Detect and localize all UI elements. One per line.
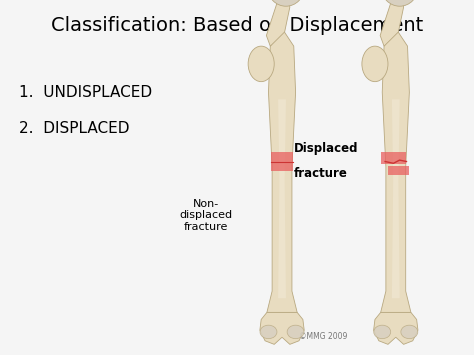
Ellipse shape [260, 325, 277, 339]
Text: Displaced: Displaced [294, 142, 358, 155]
Polygon shape [392, 99, 400, 298]
Text: 2.  DISPLACED: 2. DISPLACED [19, 121, 129, 136]
Polygon shape [260, 312, 304, 344]
Polygon shape [374, 312, 418, 344]
Polygon shape [267, 28, 297, 312]
Text: 1.  UNDISPLACED: 1. UNDISPLACED [19, 85, 152, 100]
Bar [388, 165, 410, 175]
Ellipse shape [374, 325, 391, 339]
Ellipse shape [287, 325, 304, 339]
Text: Non-
displaced
fracture: Non- displaced fracture [180, 199, 233, 232]
Ellipse shape [382, 0, 418, 6]
Text: Classification: Based on Displacement: Classification: Based on Displacement [51, 16, 423, 35]
Polygon shape [380, 0, 403, 46]
Text: fracture: fracture [294, 167, 348, 180]
Polygon shape [381, 28, 411, 312]
Bar [271, 152, 293, 171]
Ellipse shape [401, 325, 418, 339]
Ellipse shape [248, 46, 274, 82]
Text: ©MMG 2009: ©MMG 2009 [299, 332, 347, 341]
Ellipse shape [268, 0, 304, 6]
Polygon shape [266, 0, 290, 46]
Ellipse shape [362, 46, 388, 82]
Polygon shape [278, 99, 286, 298]
Bar [381, 152, 407, 164]
